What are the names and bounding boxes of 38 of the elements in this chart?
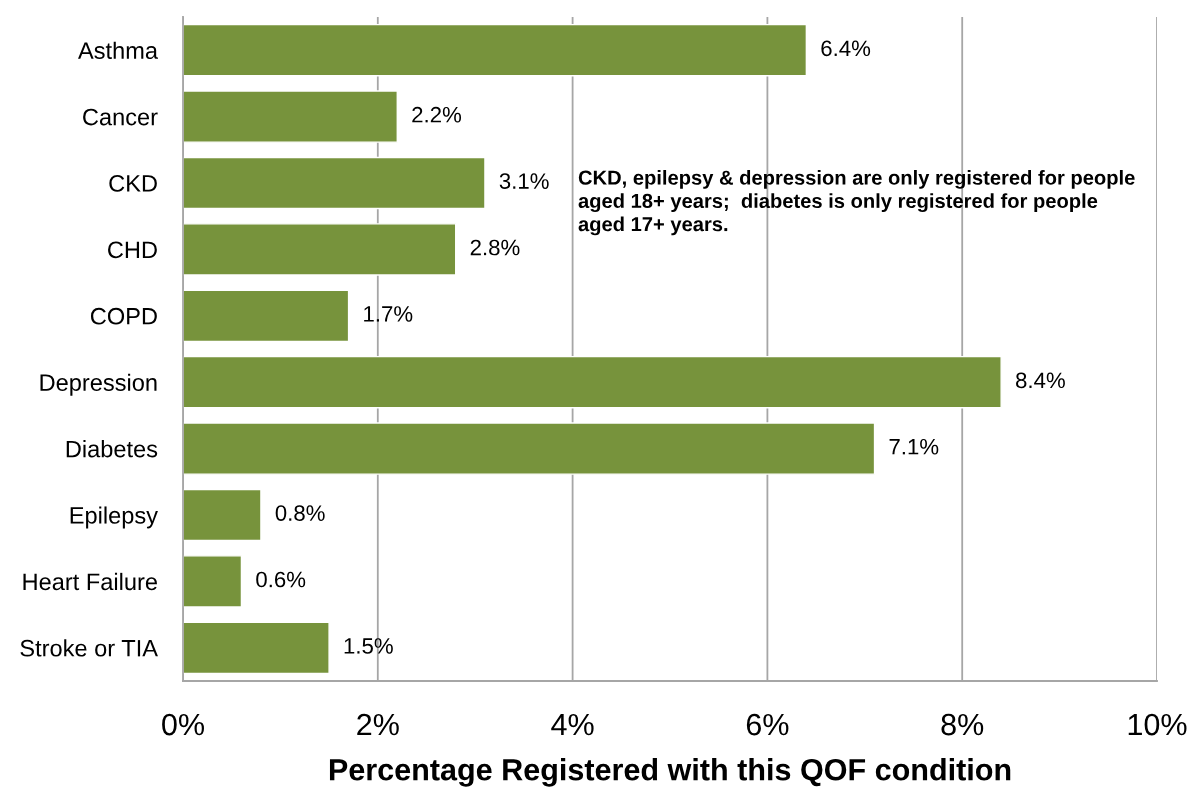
data-label: 6.4%: [821, 40, 871, 57]
x-tick-label: 2%: [357, 713, 399, 736]
x-axis-title: Percentage Registered with this QOF condition: [329, 758, 1011, 787]
x-tick-label: 10%: [1128, 713, 1187, 736]
bar: [183, 289, 350, 343]
y-tick-label: Cancer: [83, 108, 158, 126]
data-label: 2.2%: [412, 106, 462, 123]
y-tick-label: Diabetes: [66, 440, 158, 458]
bar: [183, 23, 808, 77]
bar: [183, 422, 876, 475]
data-label: 7.1%: [889, 438, 939, 455]
data-label: 2.8%: [470, 239, 520, 256]
bar: [183, 555, 243, 608]
bar: [183, 621, 330, 675]
y-tick-label: Stroke or TIA: [20, 639, 158, 657]
data-label: 0.8%: [275, 505, 325, 521]
x-tick-label: 8%: [941, 713, 984, 736]
annotation: CKD, epilepsy & depression are only registered for people aged 18+ years; diabetes is only registered for people aged 17+ years.: [578, 170, 1135, 236]
bar: [183, 355, 1002, 409]
data-label: 1.5%: [344, 638, 393, 654]
y-tick-label: CKD: [109, 175, 157, 192]
y-tick-label: Depression: [40, 373, 157, 396]
data-label: 8.4%: [1016, 372, 1065, 389]
x-tick-label: 6%: [746, 713, 789, 736]
y-tick-label: Heart Failure: [23, 572, 157, 591]
bar: [183, 223, 457, 276]
x-tick-label: 0%: [162, 713, 204, 736]
bar: [183, 90, 398, 143]
y-tick-label: COPD: [90, 307, 157, 325]
data-label: 0.6%: [256, 571, 306, 588]
data-label: 1.7%: [364, 306, 413, 322]
bar: [183, 488, 262, 542]
y-tick-label: CHD: [108, 241, 157, 259]
y-tick-label: Asthma: [78, 41, 158, 59]
data-label: 3.1%: [499, 173, 549, 189]
x-tick-label: 4%: [551, 713, 594, 736]
y-tick-label: Epilepsy: [70, 506, 158, 529]
bar: [183, 156, 486, 210]
